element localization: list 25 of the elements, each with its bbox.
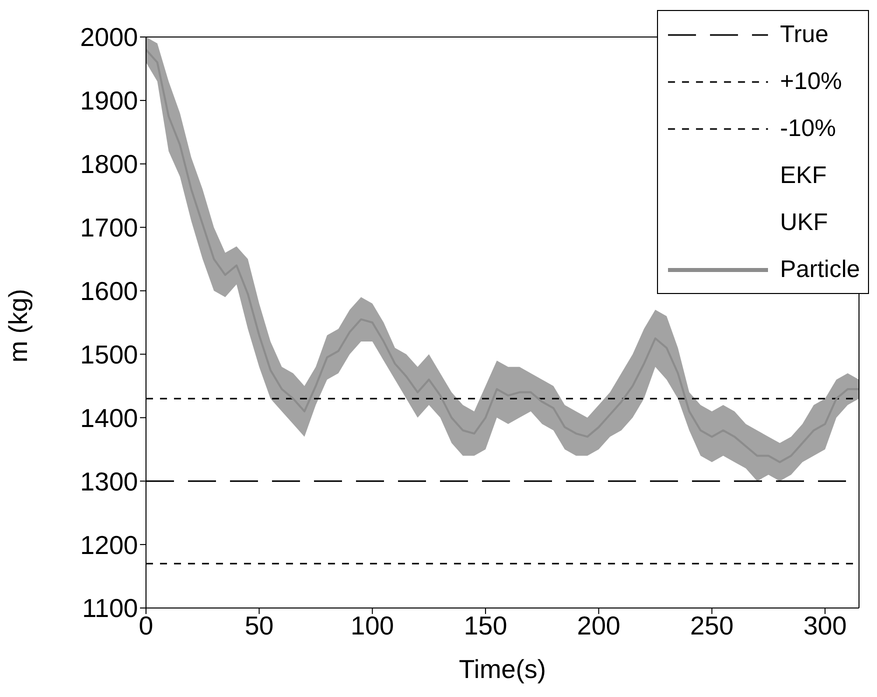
- legend-label: -10%: [780, 114, 836, 142]
- text: EKF: [780, 162, 827, 190]
- x-tick-label: 300: [803, 610, 847, 640]
- y-tick-label: 1400: [80, 402, 138, 433]
- x-tick-label: 100: [350, 610, 394, 640]
- y-tick-label: 2000: [80, 22, 138, 52]
- x-axis-title: Time(s): [458, 654, 546, 684]
- x-tick-label: 150: [464, 610, 508, 640]
- text: UKF: [780, 208, 828, 236]
- x-tick-label: 250: [690, 610, 734, 640]
- y-tick-label: 1700: [80, 212, 138, 243]
- y-tick-label: 1100: [82, 593, 138, 624]
- y-axis-title: m (kg): [3, 288, 34, 362]
- legend-label: Particle: [780, 256, 860, 284]
- y-tick-label: 1200: [80, 530, 138, 560]
- y-tick-label: 1800: [80, 149, 138, 180]
- y-tick-label: 1300: [80, 466, 138, 496]
- x-tick-label: 200: [577, 610, 620, 640]
- y-tick-label: 1900: [80, 86, 138, 116]
- x-tick-label: 50: [244, 610, 274, 640]
- x-tick-label: 0: [138, 610, 154, 640]
- y-tick-label: 1500: [80, 339, 138, 370]
- legend-label: True: [780, 20, 828, 48]
- legend-label: +10%: [780, 68, 842, 96]
- y-tick-label: 1600: [80, 276, 138, 306]
